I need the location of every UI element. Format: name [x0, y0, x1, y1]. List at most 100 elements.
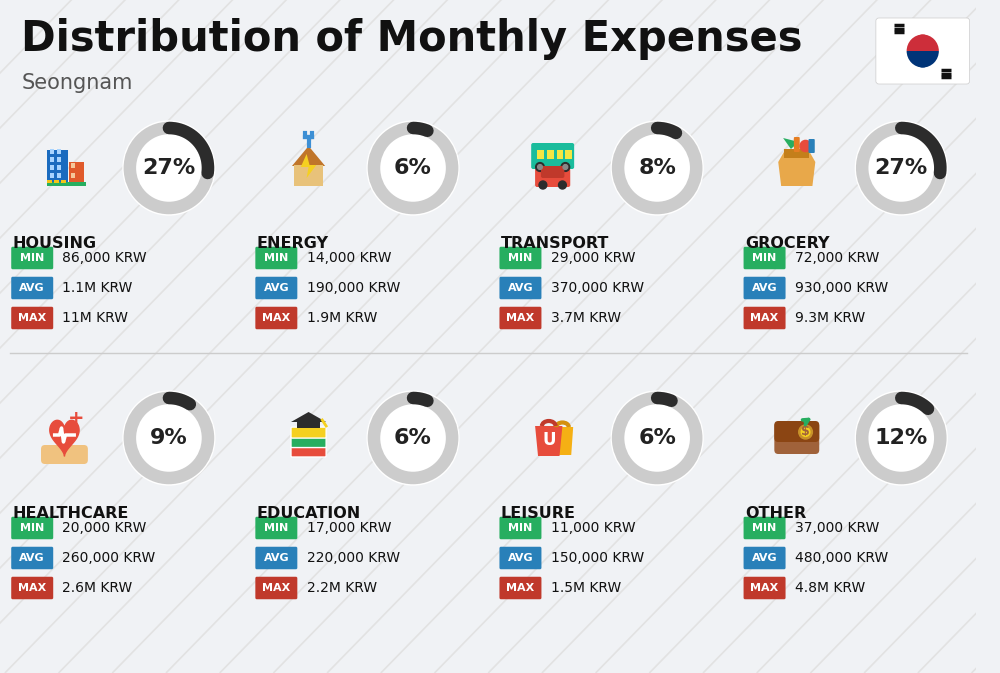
- Circle shape: [855, 391, 947, 485]
- Text: MAX: MAX: [750, 313, 779, 323]
- FancyBboxPatch shape: [47, 150, 68, 186]
- Text: 6%: 6%: [394, 158, 432, 178]
- Text: LEISURE: LEISURE: [501, 506, 576, 521]
- Text: MAX: MAX: [262, 583, 290, 593]
- Text: TRANSPORT: TRANSPORT: [501, 236, 609, 251]
- FancyBboxPatch shape: [47, 180, 52, 182]
- Text: 3.7M KRW: 3.7M KRW: [551, 311, 621, 325]
- Circle shape: [538, 165, 542, 170]
- Text: EDUCATION: EDUCATION: [257, 506, 361, 521]
- Polygon shape: [535, 426, 562, 456]
- Text: 12%: 12%: [875, 428, 928, 448]
- FancyBboxPatch shape: [54, 180, 59, 182]
- Circle shape: [799, 425, 812, 439]
- Text: 2.6M KRW: 2.6M KRW: [62, 581, 133, 595]
- FancyBboxPatch shape: [69, 162, 84, 186]
- FancyBboxPatch shape: [744, 247, 786, 269]
- FancyBboxPatch shape: [499, 546, 541, 569]
- FancyBboxPatch shape: [809, 139, 815, 153]
- FancyBboxPatch shape: [71, 173, 75, 178]
- Circle shape: [123, 391, 215, 485]
- Text: AVG: AVG: [264, 553, 289, 563]
- Text: MAX: MAX: [750, 583, 779, 593]
- Text: 370,000 KRW: 370,000 KRW: [551, 281, 644, 295]
- Wedge shape: [907, 34, 939, 51]
- Text: +: +: [68, 409, 84, 427]
- Text: MAX: MAX: [506, 583, 535, 593]
- FancyBboxPatch shape: [744, 546, 786, 569]
- FancyBboxPatch shape: [499, 517, 541, 539]
- Text: 480,000 KRW: 480,000 KRW: [795, 551, 888, 565]
- FancyBboxPatch shape: [291, 446, 326, 457]
- Text: MIN: MIN: [20, 253, 44, 263]
- FancyBboxPatch shape: [255, 307, 297, 329]
- FancyBboxPatch shape: [11, 247, 53, 269]
- Text: AVG: AVG: [508, 283, 533, 293]
- FancyBboxPatch shape: [11, 517, 53, 539]
- FancyBboxPatch shape: [255, 577, 297, 599]
- Text: 11M KRW: 11M KRW: [62, 311, 128, 325]
- Text: MAX: MAX: [262, 313, 290, 323]
- Circle shape: [539, 181, 547, 189]
- Polygon shape: [291, 412, 326, 422]
- Text: $: $: [801, 425, 810, 439]
- Text: 1.1M KRW: 1.1M KRW: [62, 281, 133, 295]
- Text: GROCERY: GROCERY: [745, 236, 830, 251]
- Polygon shape: [783, 138, 799, 149]
- Polygon shape: [50, 421, 79, 456]
- Text: HEALTHCARE: HEALTHCARE: [13, 506, 129, 521]
- Text: Distribution of Monthly Expenses: Distribution of Monthly Expenses: [21, 18, 803, 60]
- Text: 86,000 KRW: 86,000 KRW: [62, 251, 147, 265]
- FancyBboxPatch shape: [499, 577, 541, 599]
- FancyBboxPatch shape: [547, 150, 554, 159]
- Polygon shape: [778, 150, 815, 186]
- FancyBboxPatch shape: [291, 427, 326, 438]
- FancyBboxPatch shape: [61, 180, 66, 182]
- FancyBboxPatch shape: [50, 149, 54, 154]
- FancyBboxPatch shape: [50, 157, 54, 162]
- Text: 9.3M KRW: 9.3M KRW: [795, 311, 865, 325]
- FancyBboxPatch shape: [41, 445, 88, 464]
- FancyBboxPatch shape: [557, 150, 563, 159]
- Text: MIN: MIN: [508, 253, 533, 263]
- Circle shape: [801, 427, 810, 436]
- Circle shape: [563, 165, 568, 170]
- Text: 4.8M KRW: 4.8M KRW: [795, 581, 865, 595]
- Text: U: U: [542, 431, 556, 449]
- Text: MIN: MIN: [20, 523, 44, 533]
- Text: MAX: MAX: [18, 313, 46, 323]
- Text: 6%: 6%: [394, 428, 432, 448]
- Text: AVG: AVG: [752, 553, 777, 563]
- FancyBboxPatch shape: [774, 422, 819, 454]
- FancyBboxPatch shape: [11, 546, 53, 569]
- FancyBboxPatch shape: [57, 149, 61, 154]
- FancyBboxPatch shape: [11, 307, 53, 329]
- Text: 150,000 KRW: 150,000 KRW: [551, 551, 644, 565]
- FancyBboxPatch shape: [794, 137, 800, 152]
- Wedge shape: [915, 51, 931, 67]
- Text: AVG: AVG: [19, 553, 45, 563]
- Circle shape: [367, 121, 459, 215]
- FancyBboxPatch shape: [294, 165, 323, 186]
- Text: MIN: MIN: [752, 253, 777, 263]
- FancyBboxPatch shape: [57, 157, 61, 162]
- Text: 9%: 9%: [150, 428, 188, 448]
- FancyBboxPatch shape: [255, 546, 297, 569]
- Circle shape: [611, 391, 703, 485]
- Text: AVG: AVG: [19, 283, 45, 293]
- Text: 930,000 KRW: 930,000 KRW: [795, 281, 888, 295]
- Text: 220,000 KRW: 220,000 KRW: [307, 551, 400, 565]
- FancyBboxPatch shape: [11, 277, 53, 299]
- Text: MIN: MIN: [264, 523, 288, 533]
- Text: 20,000 KRW: 20,000 KRW: [62, 521, 147, 535]
- Text: MIN: MIN: [264, 253, 288, 263]
- FancyBboxPatch shape: [57, 165, 61, 170]
- FancyBboxPatch shape: [255, 517, 297, 539]
- Text: 72,000 KRW: 72,000 KRW: [795, 251, 879, 265]
- Text: 1.5M KRW: 1.5M KRW: [551, 581, 621, 595]
- Text: AVG: AVG: [264, 283, 289, 293]
- Text: MIN: MIN: [752, 523, 777, 533]
- Text: MAX: MAX: [506, 313, 535, 323]
- FancyBboxPatch shape: [50, 173, 54, 178]
- FancyBboxPatch shape: [499, 307, 541, 329]
